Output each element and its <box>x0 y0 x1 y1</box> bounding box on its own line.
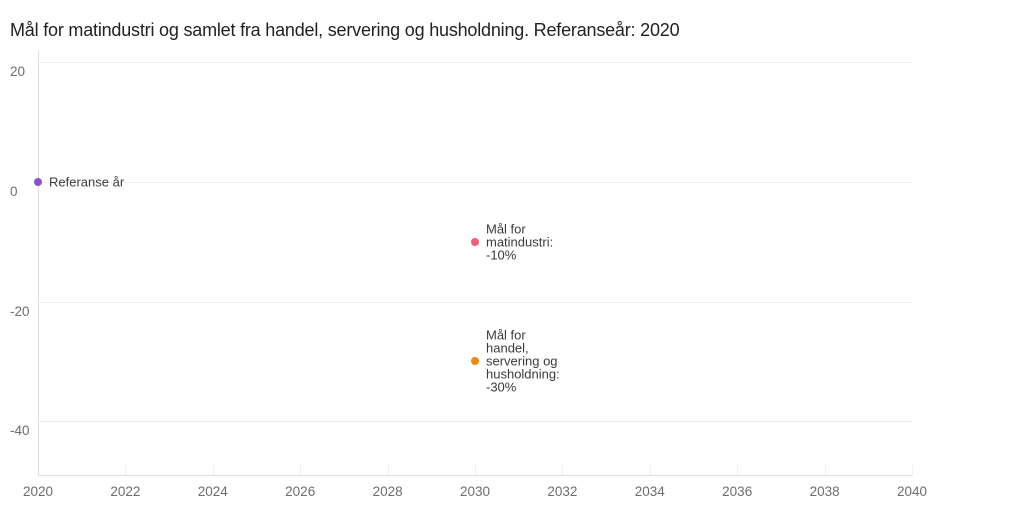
y-gridline <box>38 182 912 183</box>
x-tick-mark <box>212 465 214 475</box>
x-axis-line <box>38 475 912 476</box>
y-tick-label: -40 <box>10 423 30 439</box>
point-label-line: Mål for <box>486 327 526 343</box>
y-gridline <box>38 62 912 64</box>
y-tick-label: -20 <box>10 303 30 319</box>
y-gridline <box>38 301 912 303</box>
data-point-mal-for-handel-servering-husholdning[interactable] <box>471 357 479 366</box>
x-tick-mark <box>562 465 564 475</box>
x-tick-mark <box>387 465 389 475</box>
y-axis-line <box>38 51 39 475</box>
point-label-line: Referanse år <box>49 174 125 190</box>
x-tick-label: 2040 <box>896 484 928 499</box>
point-label-line: Mål for <box>486 221 526 237</box>
x-tick-mark <box>737 465 739 475</box>
data-point-mal-for-matindustri[interactable] <box>471 237 479 246</box>
x-tick-label: 2036 <box>722 484 753 499</box>
x-tick-label: 2020 <box>22 484 54 499</box>
x-tick-label: 2030 <box>459 484 491 499</box>
point-label-line: matindustri: <box>486 234 554 250</box>
point-label-line: handel, <box>486 340 529 356</box>
point-label-line: -10% <box>486 247 517 263</box>
point-label-line: -30% <box>486 379 517 395</box>
data-point-referanse-ar[interactable] <box>34 178 42 186</box>
x-tick-mark <box>475 465 476 475</box>
x-tick-label: 2024 <box>197 484 228 499</box>
y-tick-label: 20 <box>10 64 26 80</box>
x-tick-mark <box>300 465 302 475</box>
x-tick-label: 2032 <box>547 484 578 499</box>
x-tick-label: 2038 <box>809 484 840 499</box>
x-tick-label: 2026 <box>285 484 316 499</box>
y-gridline <box>38 421 912 423</box>
chart-title: Mål for matindustri og samlet fra handel… <box>10 20 680 40</box>
y-tick-label: 0 <box>10 184 18 199</box>
x-tick-label: 2034 <box>634 484 665 499</box>
x-tick-mark <box>649 465 651 475</box>
point-label-mal-for-handel-servering-husholdning: Mål for handel, servering og husholdning: -3… <box>486 329 560 394</box>
x-tick-mark <box>125 465 127 475</box>
x-tick-label: 2028 <box>372 484 403 499</box>
point-label-line: servering og <box>486 353 558 369</box>
x-tick-mark <box>912 465 913 475</box>
point-label-mal-for-matindustri: Mål for matindustri: -10% <box>486 222 553 261</box>
point-label-referanse-ar: Referanse år <box>49 176 124 189</box>
x-tick-mark <box>824 465 826 475</box>
x-tick-label: 2022 <box>110 484 141 499</box>
point-label-line: husholdning: <box>486 366 560 382</box>
